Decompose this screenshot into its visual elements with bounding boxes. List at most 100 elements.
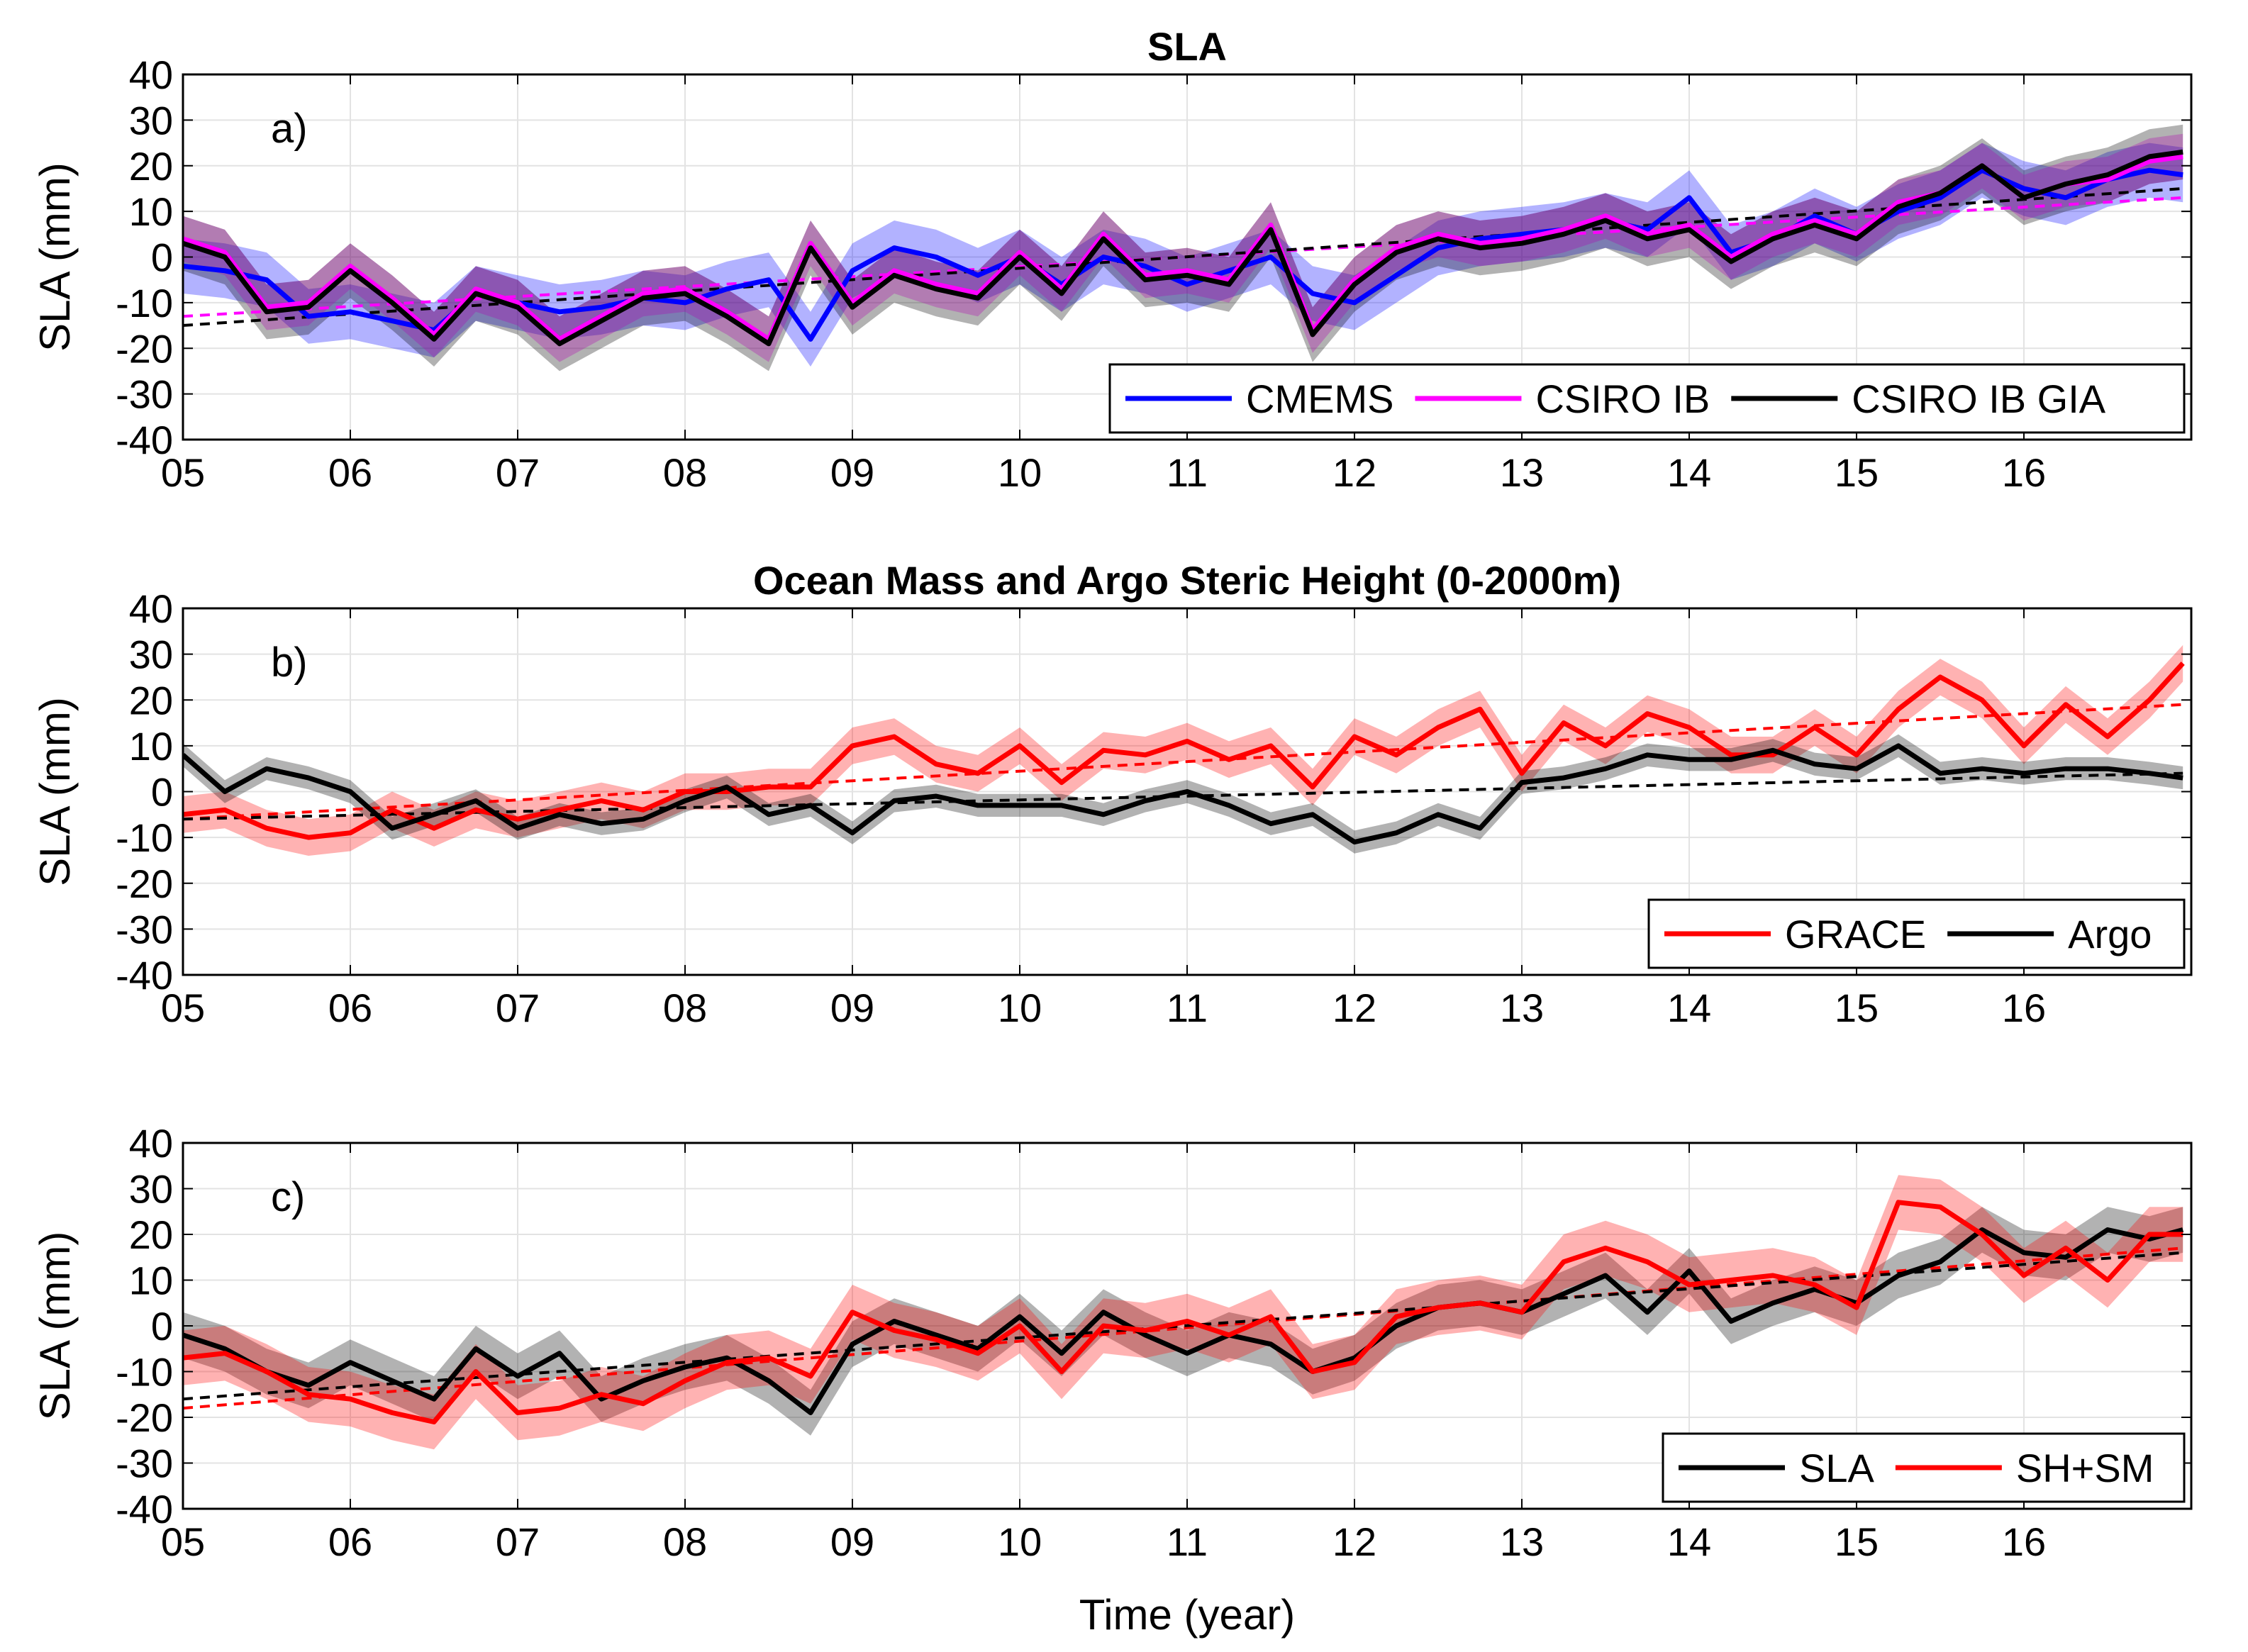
legend-label-1: Argo	[2068, 912, 2152, 956]
x-tick-label: 13	[1500, 450, 1544, 495]
y-tick-label: 10	[129, 189, 173, 234]
legend-label-0: CMEMS	[1246, 376, 1393, 421]
x-tick-label: 14	[1667, 986, 1711, 1030]
y-axis-label: SLA (mm)	[31, 1232, 79, 1421]
x-tick-label: 11	[1167, 1519, 1208, 1564]
legend-box	[1108, 363, 2186, 434]
x-tick-label: 05	[161, 986, 205, 1030]
y-tick-label: 10	[129, 724, 173, 769]
x-tick-label: 06	[328, 986, 372, 1030]
series-line-1	[183, 743, 2183, 845]
y-tick-label: -30	[116, 372, 173, 417]
x-tick-label: 13	[1500, 986, 1544, 1030]
x-tick-label: 13	[1500, 1519, 1544, 1564]
x-tick-label: 14	[1667, 450, 1711, 495]
legend-label-1: SH+SM	[2016, 1446, 2154, 1490]
y-tick-label: -10	[116, 1350, 173, 1395]
y-tick-label: 20	[129, 144, 173, 189]
y-tick-label: 20	[129, 1212, 173, 1257]
legend-label-1: CSIRO IB	[1535, 376, 1710, 421]
plot-area	[183, 1175, 2184, 1450]
y-tick-label: -30	[116, 907, 173, 951]
chart-title: Ocean Mass and Argo Steric Height (0-200…	[753, 558, 1621, 603]
trend-line-1	[183, 186, 2183, 328]
legend: GRACE Argo	[1647, 898, 2186, 969]
series-line-1	[183, 154, 2183, 342]
x-tick-label: 15	[1835, 450, 1879, 495]
series-band-0	[183, 1207, 2183, 1436]
y-tick-label: 40	[129, 586, 173, 631]
x-tick-label: 08	[663, 1519, 707, 1564]
x-tick-label: 12	[1332, 450, 1376, 495]
y-tick-label: 0	[151, 1304, 173, 1349]
plot-area	[183, 644, 2185, 856]
x-tick-label: 07	[496, 450, 540, 495]
y-tick-label: -20	[116, 1395, 173, 1440]
y-axis-label: SLA (mm)	[31, 697, 79, 886]
x-tick-label: 10	[998, 986, 1042, 1030]
panel-label: a)	[271, 106, 308, 152]
x-tick-label: 07	[496, 1519, 540, 1564]
plot-area	[183, 124, 2183, 372]
x-tick-label: 10	[998, 1519, 1042, 1564]
x-tick-label: 12	[1332, 1519, 1376, 1564]
x-axis-label: Time (year)	[1079, 1591, 1295, 1639]
series-band-0	[183, 143, 2183, 367]
legend-label-0: SLA	[1799, 1446, 1874, 1490]
y-tick-label: -10	[116, 281, 173, 325]
x-tick-label: 16	[2002, 450, 2046, 495]
y-tick-label: -30	[116, 1441, 173, 1486]
panel-label: b)	[271, 640, 308, 686]
y-tick-label: -10	[116, 815, 173, 860]
legend-label-0: GRACE	[1785, 912, 1926, 956]
y-tick-label: 30	[129, 98, 173, 143]
x-tick-label: 06	[328, 450, 372, 495]
y-tick-label: 40	[129, 52, 173, 97]
x-tick-label: 10	[998, 450, 1042, 495]
trend-line-1	[183, 1251, 2183, 1401]
y-tick-label: -40	[116, 1487, 173, 1531]
x-tick-label: 12	[1332, 986, 1376, 1030]
chart-title: SLA	[1147, 24, 1227, 69]
x-tick-label: 08	[663, 450, 707, 495]
legend: SLA SH+SM	[1662, 1432, 2186, 1503]
x-tick-label: 16	[2002, 986, 2046, 1030]
x-tick-label: 05	[161, 450, 205, 495]
y-tick-label: 0	[151, 770, 173, 815]
trend-line-0	[183, 703, 2183, 821]
x-tick-label: 09	[830, 450, 874, 495]
x-tick-label: 09	[830, 1519, 874, 1564]
x-tick-label: 06	[328, 1519, 372, 1564]
series-line-0	[183, 662, 2185, 840]
series-line-2	[183, 149, 2183, 347]
panel-c: 05 06 07 08 09 10 11 12 13 14 15 16-40-30-20-100102…	[31, 1121, 2193, 1639]
x-tick-label: 05	[161, 1519, 205, 1564]
y-tick-label: -40	[116, 418, 173, 462]
x-tick-label: 08	[663, 986, 707, 1030]
y-tick-label: -40	[116, 953, 173, 998]
legend-label-2: CSIRO IB GIA	[1852, 376, 2105, 421]
y-tick-label: 10	[129, 1258, 173, 1303]
y-tick-label: -20	[116, 861, 173, 906]
series-band-2	[183, 124, 2183, 372]
x-tick-label: 09	[830, 986, 874, 1030]
trend-line-0	[183, 196, 2183, 318]
y-tick-label: 0	[151, 235, 173, 280]
y-tick-label: 30	[129, 632, 173, 677]
panel-a: 05 06 07 08 09 10 11 12 13 14 15 16-40-30-20-100102…	[31, 24, 2193, 495]
panel-b: 05 06 07 08 09 10 11 12 13 14 15 16-40-30-20-100102…	[31, 558, 2193, 1030]
panel-label: c)	[271, 1174, 305, 1220]
x-tick-label: 15	[1835, 1519, 1879, 1564]
x-tick-label: 07	[496, 986, 540, 1030]
x-tick-label: 15	[1835, 986, 1879, 1030]
x-tick-label: 11	[1167, 450, 1208, 495]
y-tick-label: 20	[129, 678, 173, 722]
y-tick-label: 40	[129, 1121, 173, 1166]
y-axis-label: SLA (mm)	[31, 162, 79, 352]
series-band-1	[183, 133, 2183, 362]
y-tick-label: -20	[116, 326, 173, 371]
legend: CMEMS CSIRO IB CSIRO IB GIA	[1108, 363, 2186, 434]
y-tick-label: 30	[129, 1167, 173, 1212]
series-line-1	[183, 1200, 2183, 1424]
